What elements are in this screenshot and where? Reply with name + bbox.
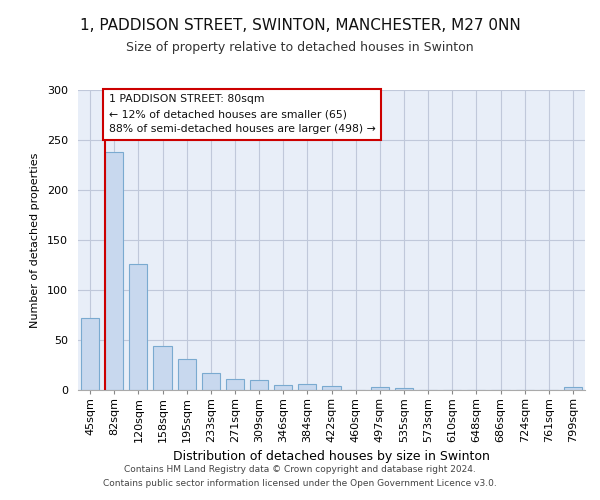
Bar bbox=[274, 385, 292, 390]
Bar bbox=[226, 379, 244, 390]
Bar bbox=[81, 318, 99, 390]
Bar bbox=[250, 380, 268, 390]
Text: 1, PADDISON STREET, SWINTON, MANCHESTER, M27 0NN: 1, PADDISON STREET, SWINTON, MANCHESTER,… bbox=[80, 18, 520, 32]
X-axis label: Distribution of detached houses by size in Swinton: Distribution of detached houses by size … bbox=[173, 450, 490, 464]
Bar bbox=[298, 384, 316, 390]
Text: Size of property relative to detached houses in Swinton: Size of property relative to detached ho… bbox=[126, 41, 474, 54]
Bar bbox=[202, 373, 220, 390]
Bar bbox=[564, 387, 582, 390]
Y-axis label: Number of detached properties: Number of detached properties bbox=[30, 152, 40, 328]
Bar bbox=[178, 359, 196, 390]
Bar bbox=[395, 388, 413, 390]
Bar bbox=[105, 152, 123, 390]
Text: 1 PADDISON STREET: 80sqm
← 12% of detached houses are smaller (65)
88% of semi-d: 1 PADDISON STREET: 80sqm ← 12% of detach… bbox=[109, 94, 376, 134]
Bar bbox=[371, 387, 389, 390]
Text: Contains HM Land Registry data © Crown copyright and database right 2024.
Contai: Contains HM Land Registry data © Crown c… bbox=[103, 466, 497, 487]
Bar bbox=[130, 264, 148, 390]
Bar bbox=[154, 346, 172, 390]
Bar bbox=[322, 386, 341, 390]
